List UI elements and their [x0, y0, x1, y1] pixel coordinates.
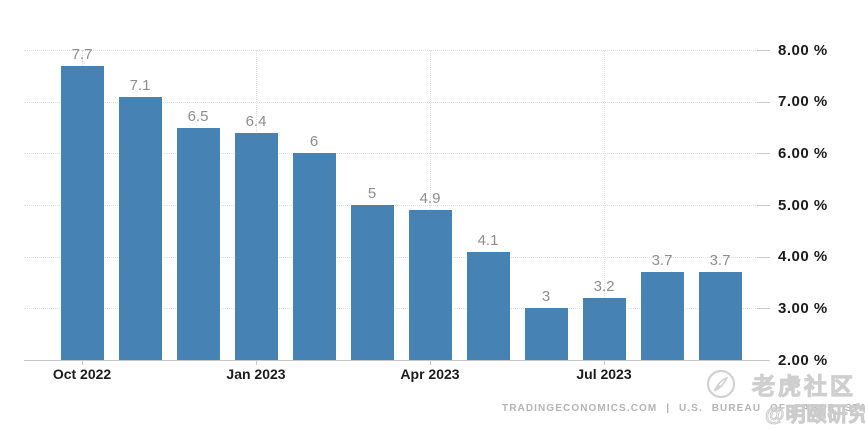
y-axis-tick [757, 308, 770, 310]
gridline-horizontal [24, 101, 756, 103]
y-axis-tick [757, 205, 770, 206]
y-axis-label: 2.00 % [778, 351, 828, 369]
y-axis-tick [757, 256, 770, 258]
x-axis-baseline [24, 360, 770, 361]
bar-value-label: 7.7 [71, 45, 93, 63]
y-axis-tick [757, 101, 770, 103]
x-axis-tick [82, 361, 83, 365]
bar [292, 153, 336, 360]
bar [640, 272, 684, 360]
x-axis-label: Jul 2023 [576, 366, 632, 382]
bar-value-label: 3.7 [651, 252, 673, 270]
gridline-vertical [604, 50, 605, 360]
y-axis-label: 4.00 % [778, 248, 828, 266]
x-axis-tick [604, 361, 605, 365]
bar [524, 308, 568, 360]
bar-value-label: 3.7 [709, 252, 731, 270]
x-axis-label: Apr 2023 [400, 366, 460, 382]
gridline-horizontal [24, 153, 756, 155]
bar-value-label: 6.5 [187, 107, 209, 125]
bar [582, 298, 626, 360]
bar-value-label: 3 [541, 288, 551, 306]
bar-value-label: 7.1 [129, 76, 151, 94]
bar-value-label: 4.1 [477, 231, 499, 249]
y-axis-label: 8.00 % [778, 41, 828, 59]
y-axis-label: 6.00 % [778, 144, 828, 162]
bar [466, 251, 510, 360]
x-axis-tick [256, 361, 257, 365]
y-axis-label: 3.00 % [778, 299, 828, 317]
y-axis-tick [757, 153, 770, 155]
bar [350, 205, 394, 360]
x-axis-tick [430, 361, 431, 365]
attribution-text: TRADINGECONOMICS.COM | U.S. BUREAU OF LA… [502, 403, 865, 414]
y-axis-label: 5.00 % [778, 196, 828, 214]
bar [118, 96, 162, 360]
bar [60, 65, 104, 360]
gridline-horizontal [24, 50, 756, 51]
bar-value-label: 6.4 [245, 112, 267, 130]
y-axis-tick [757, 50, 770, 51]
bar-value-label: 4.9 [419, 190, 441, 208]
bar [698, 272, 742, 360]
bar-value-label: 5 [367, 185, 377, 202]
x-axis-label: Oct 2022 [52, 366, 112, 382]
tiger-community-watermark-text: 老虎社区 [752, 373, 856, 400]
bar-value-label: 3.2 [593, 278, 615, 295]
y-axis-label: 7.00 % [778, 93, 828, 111]
bar [408, 210, 452, 360]
bar [234, 132, 278, 360]
bar [176, 127, 220, 360]
gridline-vertical [430, 50, 431, 360]
tiger-community-logo-icon [706, 369, 736, 399]
x-axis-label: Jan 2023 [226, 366, 286, 382]
bar-value-label: 6 [309, 133, 319, 151]
author-watermark-text: @明颐研究 [765, 404, 865, 427]
